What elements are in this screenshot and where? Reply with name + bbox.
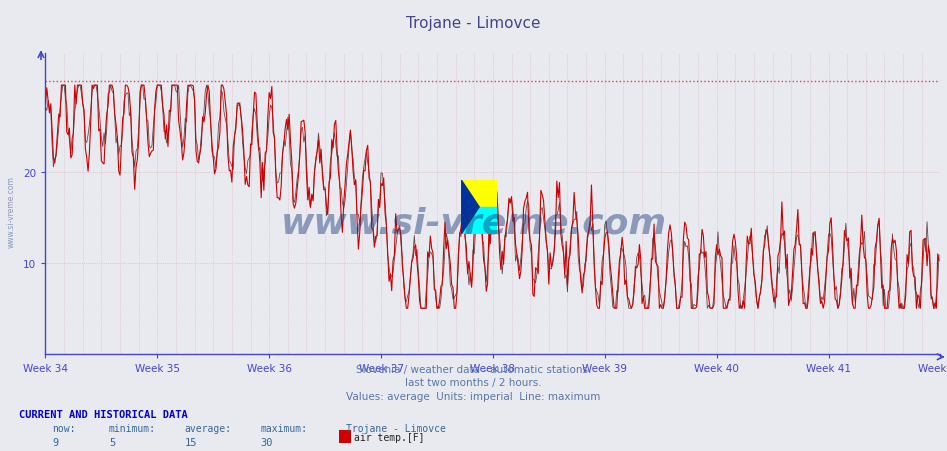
Polygon shape <box>461 180 497 207</box>
Text: now:: now: <box>52 423 76 433</box>
Polygon shape <box>461 207 497 235</box>
Text: Trojane - Limovce: Trojane - Limovce <box>406 16 541 31</box>
Text: 5: 5 <box>109 437 116 447</box>
Text: maximum:: maximum: <box>260 423 308 433</box>
Text: 9: 9 <box>52 437 59 447</box>
Text: Slovenia / weather data - automatic stations.: Slovenia / weather data - automatic stat… <box>356 364 591 374</box>
Text: 30: 30 <box>260 437 273 447</box>
Text: last two months / 2 hours.: last two months / 2 hours. <box>405 377 542 387</box>
Text: minimum:: minimum: <box>109 423 156 433</box>
Text: air temp.[F]: air temp.[F] <box>354 432 424 442</box>
Text: Trojane - Limovce: Trojane - Limovce <box>346 423 445 433</box>
Text: 15: 15 <box>185 437 197 447</box>
Text: www.si-vreme.com: www.si-vreme.com <box>280 206 667 240</box>
Text: average:: average: <box>185 423 232 433</box>
Polygon shape <box>461 180 479 235</box>
Text: Values: average  Units: imperial  Line: maximum: Values: average Units: imperial Line: ma… <box>347 391 600 401</box>
Text: www.si-vreme.com: www.si-vreme.com <box>7 176 16 248</box>
Text: CURRENT AND HISTORICAL DATA: CURRENT AND HISTORICAL DATA <box>19 410 188 419</box>
